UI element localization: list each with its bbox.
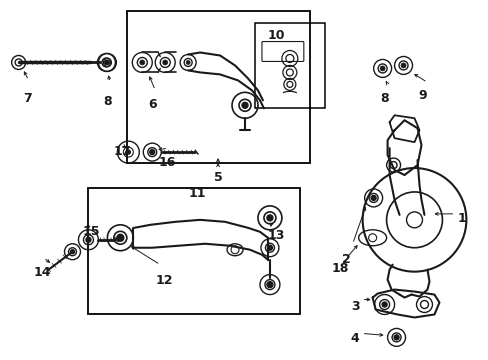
- Circle shape: [105, 60, 110, 65]
- Text: 8: 8: [103, 95, 112, 108]
- Circle shape: [266, 215, 272, 221]
- Text: 15: 15: [82, 225, 100, 238]
- Text: 3: 3: [350, 300, 359, 312]
- Circle shape: [126, 150, 130, 154]
- Circle shape: [140, 60, 144, 65]
- Circle shape: [400, 63, 405, 68]
- Text: 5: 5: [214, 171, 223, 184]
- Circle shape: [104, 60, 108, 64]
- Text: 17: 17: [113, 145, 131, 158]
- Circle shape: [370, 195, 375, 201]
- Text: 14: 14: [34, 266, 51, 279]
- Text: 4: 4: [350, 332, 359, 345]
- Bar: [127, 11, 309, 163]
- Circle shape: [186, 60, 190, 64]
- Text: 10: 10: [266, 28, 284, 42]
- Circle shape: [267, 245, 272, 250]
- Bar: [88, 188, 299, 315]
- Text: 11: 11: [188, 187, 205, 200]
- Text: 9: 9: [418, 89, 426, 102]
- Text: 2: 2: [341, 253, 350, 266]
- Circle shape: [381, 302, 386, 307]
- Circle shape: [70, 250, 74, 254]
- Text: 7: 7: [22, 92, 31, 105]
- Text: 16: 16: [158, 156, 175, 169]
- Circle shape: [242, 102, 247, 108]
- Circle shape: [117, 234, 123, 241]
- Text: 1: 1: [456, 212, 465, 225]
- Text: 12: 12: [155, 274, 172, 287]
- Text: 13: 13: [267, 229, 285, 242]
- Text: 6: 6: [148, 98, 157, 111]
- Circle shape: [149, 150, 154, 154]
- Circle shape: [393, 335, 398, 340]
- Circle shape: [266, 282, 272, 288]
- Bar: [254, 23, 324, 108]
- Text: 8: 8: [380, 92, 388, 105]
- Circle shape: [163, 60, 167, 65]
- Text: 18: 18: [331, 262, 348, 275]
- Circle shape: [86, 237, 91, 242]
- Circle shape: [379, 66, 385, 71]
